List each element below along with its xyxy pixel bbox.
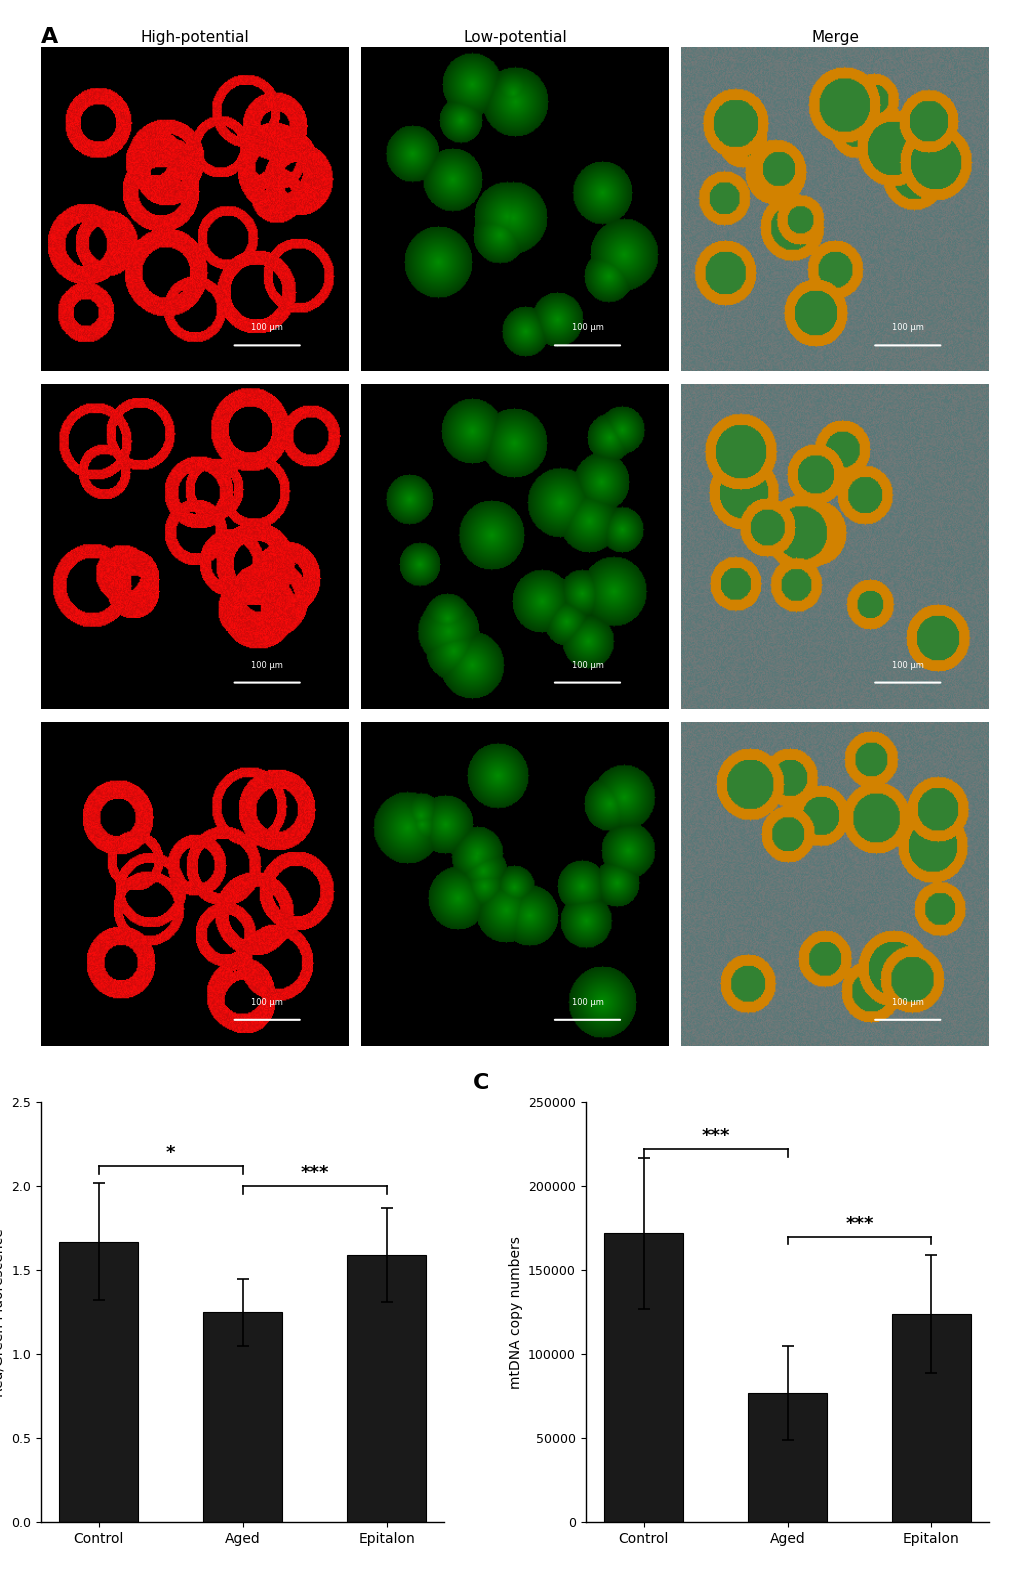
Title: Merge: Merge — [810, 30, 859, 44]
Bar — [59, 1241, 139, 1522]
Bar — [891, 1313, 970, 1522]
Text: ***: *** — [845, 1214, 873, 1233]
Text: 100 μm: 100 μm — [571, 661, 603, 670]
Title: High-potential: High-potential — [141, 30, 249, 44]
Bar — [346, 1255, 426, 1522]
Text: 100 μm: 100 μm — [891, 998, 923, 1007]
Text: 100 μm: 100 μm — [251, 323, 283, 333]
Bar — [603, 1233, 683, 1522]
Text: 100 μm: 100 μm — [891, 661, 923, 670]
Y-axis label: mtDNA copy numbers: mtDNA copy numbers — [508, 1236, 522, 1389]
Text: 100 μm: 100 μm — [251, 998, 283, 1007]
Text: 100 μm: 100 μm — [571, 323, 603, 333]
Bar — [203, 1312, 282, 1522]
Text: ***: *** — [300, 1164, 328, 1181]
Text: 100 μm: 100 μm — [571, 998, 603, 1007]
Text: ***: *** — [701, 1127, 730, 1145]
Text: C: C — [472, 1073, 489, 1094]
Bar — [747, 1393, 826, 1522]
Y-axis label: Red/Green Fluorescence: Red/Green Fluorescence — [0, 1229, 5, 1396]
Text: 100 μm: 100 μm — [891, 323, 923, 333]
Text: 100 μm: 100 μm — [251, 661, 283, 670]
Title: Low-potential: Low-potential — [463, 30, 567, 44]
Text: *: * — [166, 1144, 175, 1163]
Text: A: A — [41, 27, 58, 47]
